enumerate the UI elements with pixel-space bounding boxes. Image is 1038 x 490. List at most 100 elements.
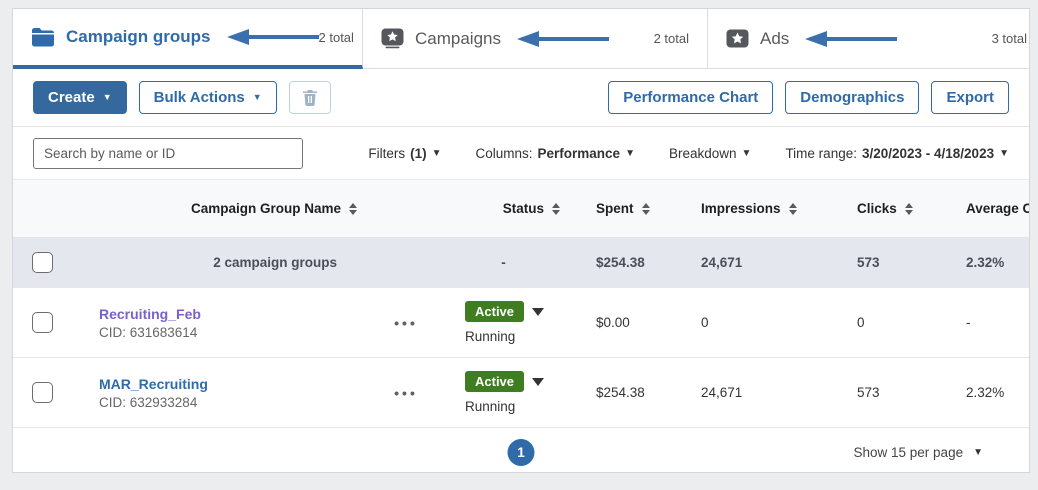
export-button[interactable]: Export xyxy=(931,81,1009,114)
row-checkbox[interactable] xyxy=(31,312,53,333)
summary-clicks: 573 xyxy=(857,254,880,270)
cell-spent: $0.00 xyxy=(596,315,630,330)
columns-label: Columns: xyxy=(475,145,533,161)
folder-icon xyxy=(32,28,54,47)
filters-count: (1) xyxy=(410,145,427,161)
chevron-down-icon: ▼ xyxy=(102,92,112,102)
campaign-groups-table: Campaign Group Name Status Spent I xyxy=(13,179,1029,427)
status-dropdown-icon[interactable] xyxy=(532,307,545,316)
status-badge: Active xyxy=(465,301,525,322)
header-label: Status xyxy=(502,201,544,216)
summary-impressions: 24,671 xyxy=(701,254,743,270)
cell-clicks: 0 xyxy=(857,315,865,330)
pagination-bar: 1 Show 15 per page ▼ xyxy=(13,427,1029,472)
cell-impressions: 24,671 xyxy=(701,385,743,400)
toolbar-right-group: Performance Chart Demographics Export xyxy=(608,81,1009,114)
time-range-label: Time range: xyxy=(785,145,857,161)
sort-icon xyxy=(349,202,357,215)
row-checkbox[interactable] xyxy=(31,382,53,403)
sort-header-impressions[interactable]: Impressions xyxy=(701,201,797,216)
columns-value: Performance xyxy=(537,145,621,161)
summary-spent: $254.38 xyxy=(596,254,645,270)
cell-clicks: 573 xyxy=(857,385,880,400)
status-dropdown-icon[interactable] xyxy=(532,377,545,386)
tab-count: 2 total xyxy=(653,31,689,46)
tab-bar: Campaign groups 2 total Campaigns 2 tota… xyxy=(13,9,1029,69)
filter-row: Filters(1) ▼ Columns: Performance ▼ Brea… xyxy=(13,127,1029,179)
page-1-button[interactable]: 1 xyxy=(507,438,535,466)
time-range-dropdown[interactable]: Time range: 3/20/2023 - 4/18/2023 ▼ xyxy=(785,146,1009,161)
sort-header-name[interactable]: Campaign Group Name xyxy=(191,201,357,216)
tab-label: Campaign groups xyxy=(66,27,211,46)
page-size-label: Show 15 per page xyxy=(853,444,964,460)
breakdown-dropdown[interactable]: Breakdown ▼ xyxy=(669,146,751,161)
tab-label: Campaigns xyxy=(415,28,501,48)
cell-average-ctr: 2.32% xyxy=(966,385,1005,400)
table-header-row: Campaign Group Name Status Spent I xyxy=(13,179,1029,237)
page-size-dropdown[interactable]: Show 15 per page ▼ xyxy=(854,445,984,460)
row-menu-button[interactable]: ••• xyxy=(394,314,418,331)
filter-controls: Filters (1) ▼ Columns: Performance ▼ Brea… xyxy=(368,146,1009,161)
demographics-label: Demographics xyxy=(800,89,905,106)
sort-header-average-ctr[interactable]: Average CTR xyxy=(966,201,1029,216)
tab-label: Ads xyxy=(760,28,790,48)
create-button-label: Create xyxy=(48,89,95,106)
sort-icon xyxy=(904,202,913,215)
bulk-actions-button[interactable]: Bulk Actions ▼ xyxy=(138,81,277,114)
chevron-down-icon: ▼ xyxy=(252,92,262,102)
tab-campaign-groups[interactable]: Campaign groups 2 total xyxy=(13,9,363,69)
header-label: Campaign Group Name xyxy=(190,201,341,216)
sort-header-spent[interactable]: Spent xyxy=(596,201,650,216)
header-label: Clicks xyxy=(857,201,897,216)
summary-average-ctr: 2.32% xyxy=(966,254,1005,270)
trash-icon xyxy=(302,90,317,106)
sort-icon xyxy=(552,202,560,215)
delete-button[interactable] xyxy=(288,81,331,114)
sort-header-status[interactable]: Status xyxy=(503,201,560,216)
table-row: Recruiting_Feb CID: 631683614 ••• Active… xyxy=(13,287,1029,357)
demographics-button[interactable]: Demographics xyxy=(785,81,920,114)
summary-row: 2 campaign groups - $254.38 24,671 573 2… xyxy=(13,237,1029,287)
sort-header-clicks[interactable]: Clicks xyxy=(857,201,913,216)
chevron-down-icon: ▼ xyxy=(973,446,983,458)
campaign-manager-card: Campaign groups 2 total Campaigns 2 tota… xyxy=(12,8,1030,473)
filters-dropdown[interactable]: Filters (1) ▼ xyxy=(368,146,441,161)
tab-count: 3 total xyxy=(991,31,1027,46)
select-all-checkbox[interactable] xyxy=(31,251,53,273)
status-badge: Active xyxy=(465,371,525,392)
tab-ads[interactable]: Ads 3 total xyxy=(708,9,1029,69)
campaign-group-link[interactable]: MAR_Recruiting xyxy=(99,375,208,392)
cell-spent: $254.38 xyxy=(596,385,645,400)
campaign-group-cid: CID: 632933284 xyxy=(99,394,198,410)
tab-count: 2 total xyxy=(318,29,354,45)
status-sub-label: Running xyxy=(465,399,516,414)
create-button[interactable]: Create ▼ xyxy=(33,81,127,114)
status-sub-label: Running xyxy=(465,329,516,344)
chevron-down-icon: ▼ xyxy=(431,147,442,159)
bulk-actions-label: Bulk Actions xyxy=(153,89,245,106)
header-label: Spent xyxy=(596,201,634,216)
campaign-group-cid: CID: 631683614 xyxy=(99,324,198,340)
toolbar: Create ▼ Bulk Actions ▼ Performance Char… xyxy=(13,69,1029,127)
table-row: MAR_Recruiting CID: 632933284 ••• Active… xyxy=(13,357,1029,427)
performance-chart-button[interactable]: Performance Chart xyxy=(608,81,774,114)
header-label: Impressions xyxy=(701,201,781,216)
summary-status: - xyxy=(501,254,506,270)
row-menu-button[interactable]: ••• xyxy=(394,384,418,401)
time-range-value: 3/20/2023 - 4/18/2023 xyxy=(861,145,995,161)
ads-icon xyxy=(726,29,749,48)
columns-dropdown[interactable]: Columns: Performance ▼ xyxy=(476,146,635,161)
chevron-down-icon: ▼ xyxy=(625,147,635,159)
breakdown-label: Breakdown xyxy=(668,145,737,161)
cell-average-ctr: - xyxy=(966,315,971,330)
campaign-group-link[interactable]: Recruiting_Feb xyxy=(99,305,201,322)
performance-chart-label: Performance Chart xyxy=(623,89,759,106)
search-input[interactable] xyxy=(33,137,303,169)
chevron-down-icon: ▼ xyxy=(741,147,752,159)
tab-campaigns[interactable]: Campaigns 2 total xyxy=(363,9,708,69)
annotation-arrow-icon xyxy=(226,29,319,45)
sort-icon xyxy=(641,202,650,215)
header-label: Average CTR xyxy=(966,201,1029,216)
export-label: Export xyxy=(946,89,994,106)
sort-icon xyxy=(788,202,797,215)
